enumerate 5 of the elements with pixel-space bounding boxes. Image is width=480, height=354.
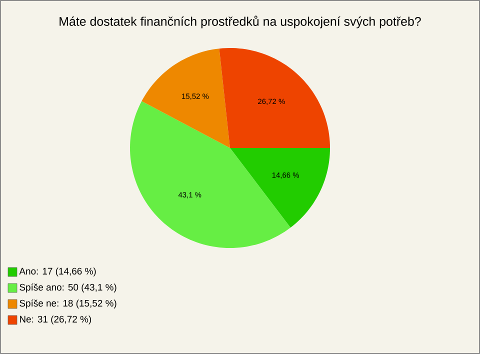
chart-title: Máte dostatek finančních prostředků na uspokojení svých potřeb? bbox=[60, 16, 421, 28]
legend-label: Ano: 17 (14,66 %) bbox=[19, 268, 96, 276]
legend-label: Spíše ne: 18 (15,52 %) bbox=[20, 300, 116, 308]
legend-label: Ne: 31 (26,72 %) bbox=[20, 316, 92, 324]
legend-label: Spíše ano: 50 (43,1 %) bbox=[20, 284, 116, 292]
